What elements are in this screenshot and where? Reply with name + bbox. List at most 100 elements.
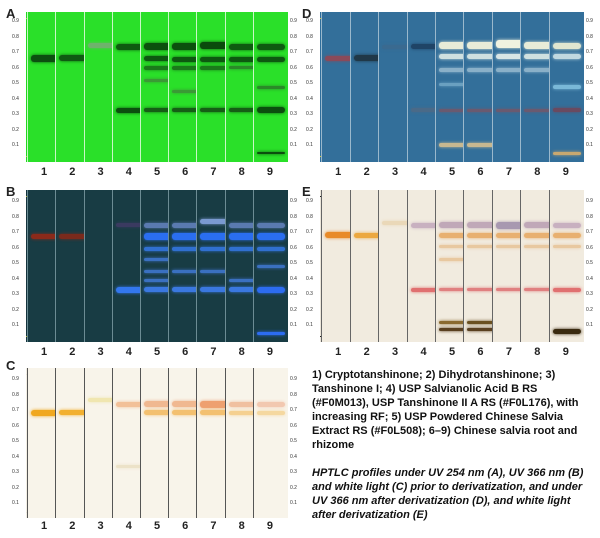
rf-tick-label: 0.2 — [12, 484, 19, 491]
lane-number: 8 — [238, 520, 245, 532]
band — [256, 107, 285, 114]
band — [524, 68, 553, 73]
rf-tick-label: 0.9 — [306, 18, 313, 24]
band — [172, 43, 201, 51]
lane-number: 8 — [238, 166, 245, 178]
rf-tick-label: 0.6 — [290, 422, 297, 429]
band — [200, 42, 229, 50]
rf-tick-label: 0.7 — [290, 49, 297, 56]
hptlc-plate — [320, 12, 584, 162]
band — [439, 244, 467, 248]
rf-tick-label: 0.6 — [290, 64, 297, 71]
rf-tick-label: 0.4 — [290, 453, 297, 460]
band — [228, 401, 257, 407]
lane-number: 5 — [448, 346, 456, 358]
band — [495, 232, 524, 238]
band — [200, 400, 229, 408]
rf-tick-label: 0.7 — [12, 229, 19, 236]
band — [552, 244, 581, 248]
band — [144, 278, 172, 282]
band — [256, 85, 285, 89]
lane-number: 3 — [392, 346, 399, 358]
lane-number: 1 — [335, 166, 342, 178]
rf-tick-label: 0.8 — [290, 391, 297, 398]
band — [200, 65, 229, 70]
rf-tick-label: 0.1 — [586, 322, 593, 329]
band — [200, 410, 229, 416]
lane-number: 4 — [125, 346, 132, 358]
rf-tick-label: 0.8 — [306, 213, 313, 220]
band — [439, 68, 467, 73]
band — [115, 223, 144, 228]
rf-tick-label: 0.7 — [586, 49, 593, 56]
band — [115, 43, 144, 50]
band — [524, 288, 553, 292]
rf-tick-label: 0.5 — [290, 438, 297, 445]
band — [467, 232, 496, 238]
rf-tick-label: 0.3 — [12, 111, 19, 118]
panel-e: E 0.9 0.8 0.7 0.6 0.5 0.4 0.3 0.2 0.1 0.9 0.8 0.7 0… — [300, 180, 600, 360]
band — [228, 56, 257, 62]
panel-letter: D — [302, 6, 312, 21]
band — [353, 55, 382, 62]
rf-tick-label: 0.7 — [306, 229, 313, 236]
band — [439, 142, 467, 147]
band — [467, 54, 496, 60]
band — [172, 247, 201, 252]
figure-caption: HPTLC profiles under UV 254 nm (A), UV 3… — [312, 467, 584, 521]
rf-tick-label: 0.9 — [586, 18, 593, 24]
rf-tick-label: 0.8 — [12, 33, 19, 40]
band — [552, 329, 581, 335]
rf-tick-label: 0.1 — [290, 322, 297, 329]
band — [200, 247, 229, 252]
rf-tick-label: 0.5 — [586, 260, 593, 267]
band — [200, 218, 229, 224]
band — [59, 410, 88, 416]
rf-tick-label: 0.3 — [290, 111, 297, 118]
band — [200, 108, 229, 113]
band — [552, 42, 581, 49]
rf-tick-label: 0.1 — [586, 142, 593, 149]
lane-number: 3 — [97, 520, 104, 532]
rf-scale-right: 0.9 0.8 0.7 0.6 0.5 0.4 0.3 0.2 0.1 — [290, 198, 302, 338]
figure-legend: 1) Cryptotanshinone; 2) Dihydrotanshinon… — [312, 369, 579, 451]
lane-number: 2 — [69, 166, 76, 178]
rf-tick-label: 0.5 — [306, 80, 313, 87]
lane-number: 7 — [505, 346, 512, 358]
rf-tick-label: 0.9 — [12, 376, 19, 382]
rf-tick-label: 0.4 — [586, 95, 593, 102]
rf-tick-label: 0.2 — [586, 306, 593, 313]
band — [115, 107, 144, 113]
band — [228, 233, 257, 241]
band — [495, 40, 524, 49]
lane-track — [548, 12, 584, 162]
lane-number: 9 — [562, 166, 569, 178]
band — [439, 232, 467, 238]
rf-tick-label: 0.4 — [12, 95, 19, 102]
rf-tick-label: 0.2 — [12, 306, 19, 313]
lane-number: 2 — [363, 346, 370, 358]
band — [87, 43, 116, 49]
lane-number: 4 — [420, 346, 427, 358]
rf-scale-left: 0.9 0.8 0.7 0.6 0.5 0.4 0.3 0.2 0.1 — [12, 376, 24, 516]
rf-tick-label: 0.7 — [586, 229, 593, 236]
band — [410, 108, 439, 113]
rf-tick-label: 0.8 — [586, 213, 593, 220]
panel-letter: B — [6, 184, 16, 199]
band — [172, 56, 201, 62]
band — [439, 54, 467, 60]
lane-number: 6 — [182, 166, 189, 178]
rf-tick-label: 0.6 — [12, 64, 19, 71]
band — [228, 410, 257, 415]
band — [552, 287, 581, 292]
rf-tick-label: 0.3 — [586, 111, 593, 118]
lane-number: 7 — [210, 346, 217, 358]
band — [144, 410, 172, 416]
rf-tick-label: 0.9 — [306, 198, 313, 204]
band — [439, 257, 467, 261]
rf-tick-label: 0.2 — [306, 126, 313, 133]
rf-tick-label: 0.1 — [12, 142, 19, 149]
rf-tick-label: 0.7 — [12, 407, 19, 414]
band — [144, 287, 172, 293]
rf-tick-label: 0.8 — [586, 33, 593, 40]
